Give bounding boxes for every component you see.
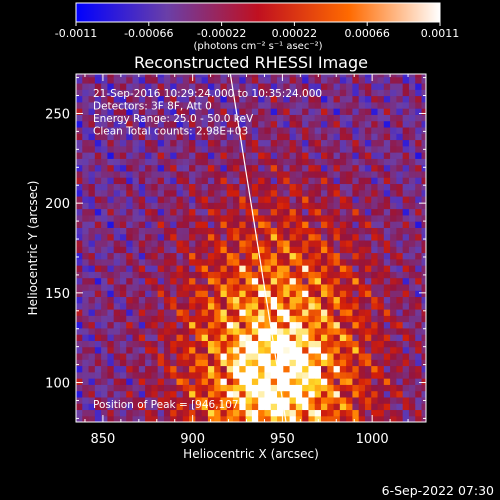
x-tick-label: 850 (91, 432, 116, 447)
y-tick-label: 250 (45, 107, 70, 122)
annotation-line: 21-Sep-2016 10:29:24.000 to 10:35:24.000 (93, 88, 322, 100)
peak-label: Position of Peak = [946,107] (93, 399, 243, 411)
colorbar-tick-label: -0.0011 (55, 27, 97, 40)
colorbar-tick-label: -0.00066 (124, 27, 173, 40)
y-axis-label: Heliocentric Y (arcsec) (26, 181, 40, 316)
colorbar-units: (photons cm⁻² s⁻¹ asec⁻²) (193, 41, 322, 52)
x-tick-label: 900 (180, 432, 205, 447)
y-tick-label: 100 (45, 377, 70, 392)
y-tick-label: 200 (45, 197, 70, 212)
colorbar-frame (75, 2, 441, 23)
colorbar-tick-label: -0.00022 (197, 27, 246, 40)
x-tick-label: 950 (270, 432, 295, 447)
colorbar-tick-label: 0.00022 (272, 27, 318, 40)
colorbar-tick-label: 0.0011 (421, 27, 460, 40)
chart-title: Reconstructed RHESSI Image (134, 53, 368, 72)
annotation-line: Energy Range: 25.0 - 50.0 keV (93, 113, 254, 125)
y-tick-label: 150 (45, 287, 70, 302)
annotation-line: Detectors: 3F 8F, Att 0 (93, 101, 212, 113)
colorbar-tick-label: 0.00066 (344, 27, 390, 40)
footer-timestamp: 6-Sep-2022 07:30 (382, 483, 494, 498)
heatmap-image (76, 74, 426, 422)
limb-line (229, 73, 287, 423)
colorbar (76, 3, 440, 22)
plot-frame (75, 73, 427, 423)
x-tick-label: 1000 (356, 432, 389, 447)
x-axis-label: Heliocentric X (arcsec) (183, 447, 319, 461)
annotation-line: Clean Total counts: 2.98E+03 (93, 126, 248, 138)
